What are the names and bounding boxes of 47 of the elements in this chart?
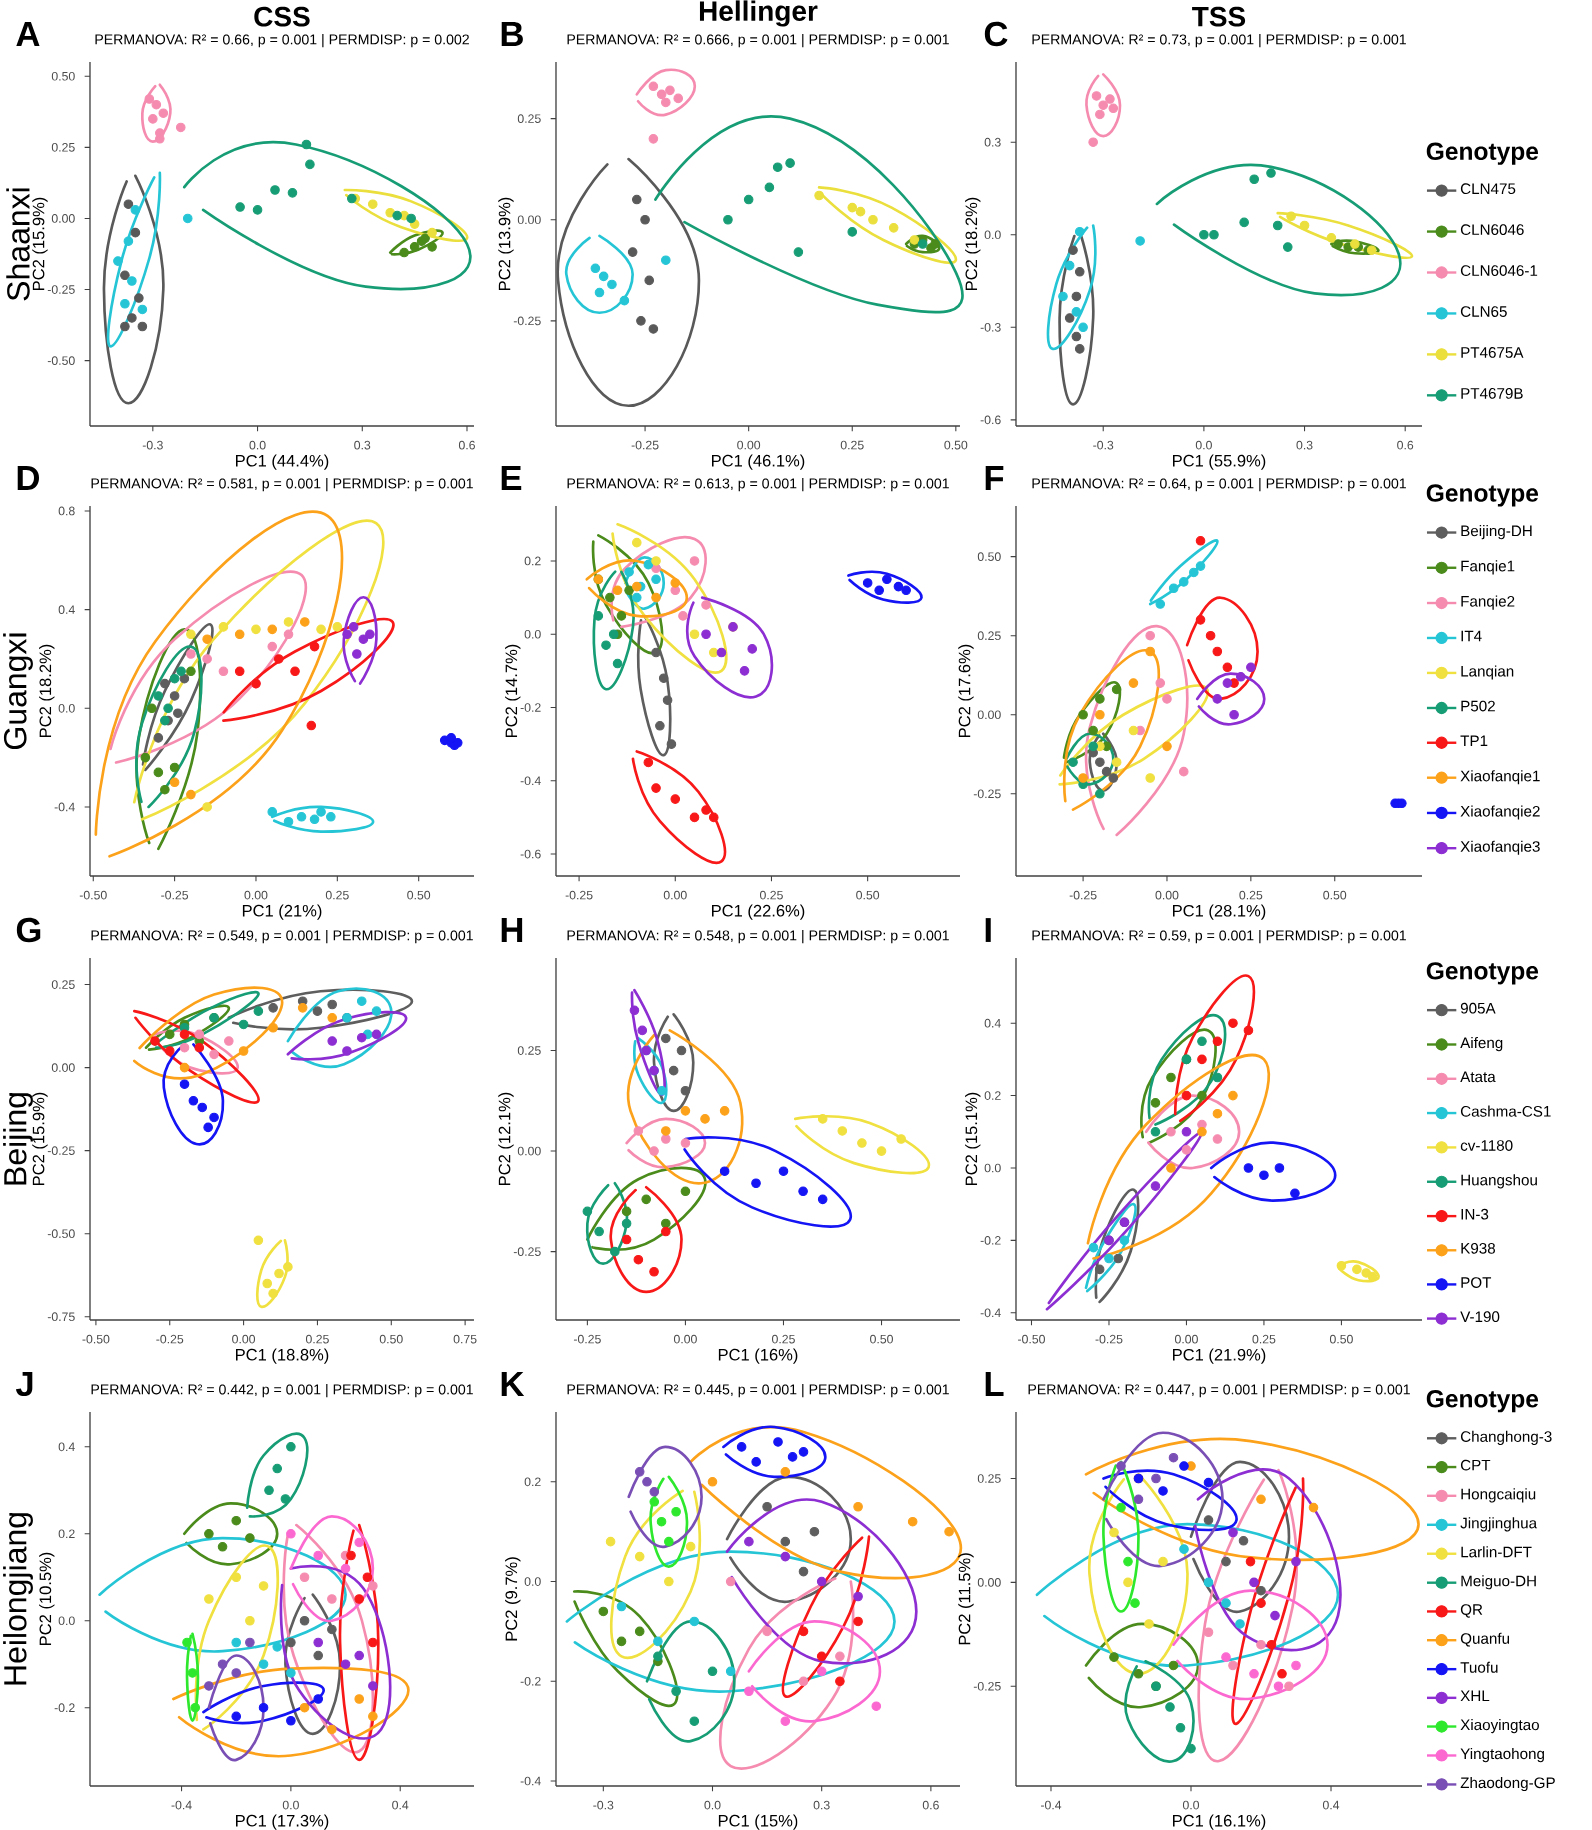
- x-axis-title: PC1 (16%): [718, 1348, 798, 1364]
- text: Shaanxi: [6, 188, 30, 301]
- legend-title: Genotype: [1426, 1390, 1539, 1413]
- x-axis-title: PC1 (21%): [242, 904, 322, 920]
- text: L: [985, 1372, 1004, 1396]
- y-axis-title: PC2 (15.1%): [965, 1092, 981, 1186]
- x-axis-title: PC1 (18.8%): [236, 1348, 329, 1364]
- x-axis-title: PC1 (22.6%): [712, 904, 805, 920]
- legend-title: Genotype: [1426, 142, 1539, 165]
- chart-title: CSS: [254, 6, 310, 27]
- x-axis-title: PC1 (21.9%): [1173, 1348, 1266, 1364]
- text: C: [984, 21, 1008, 47]
- text: I: [985, 918, 991, 942]
- y-axis-title: PC2 (15.9%): [32, 197, 48, 291]
- y-axis-title: PC2 (18.2%): [965, 197, 981, 291]
- y-axis-title: PC2 (17.6%): [958, 644, 974, 738]
- text: H: [501, 918, 523, 942]
- text: F: [985, 466, 1004, 490]
- x-axis-title: PC1 (28.1%): [1173, 904, 1266, 920]
- x-axis-title: PC1 (17.3%): [236, 1814, 329, 1830]
- x-axis-title: PC1 (16.1%): [1173, 1814, 1266, 1830]
- text: J: [15, 1371, 33, 1397]
- y-axis-title: PC2 (11.5%): [958, 1553, 974, 1645]
- text: B: [501, 22, 523, 46]
- text: K: [501, 1372, 525, 1396]
- y-axis-title: PC2 (13.9%): [498, 197, 514, 290]
- text: Heilongjiang: [3, 1513, 33, 1685]
- x-axis-title: PC1 (44.4%): [236, 454, 329, 470]
- text: E: [501, 466, 522, 490]
- y-axis-title: PC2 (9.7%): [505, 1557, 521, 1641]
- y-axis-title: PC2 (12.1%): [498, 1092, 514, 1185]
- y-axis-title: PC2 (18.2%): [39, 644, 55, 737]
- legend-title: Genotype: [1426, 484, 1539, 507]
- text: D: [17, 466, 40, 490]
- x-axis-title: PC1 (15%): [718, 1814, 798, 1830]
- text: G: [16, 917, 41, 943]
- legend-title: Genotype: [1426, 962, 1539, 985]
- x-axis-title: PC1 (55.9%): [1173, 454, 1266, 470]
- y-axis-title: PC2 (14.7%): [505, 644, 521, 737]
- text: A: [16, 22, 40, 46]
- text: Beijing: [3, 1093, 33, 1185]
- y-axis-title: PC2 (10.5%): [39, 1552, 55, 1645]
- y-axis-title: PC2 (15.9%): [32, 1092, 48, 1185]
- text: Guangxi: [3, 633, 33, 750]
- chart-title: TSS: [1192, 6, 1246, 27]
- x-axis-title: PC1 (46.1%): [712, 454, 805, 470]
- chart-title: Hellinger: [699, 0, 818, 27]
